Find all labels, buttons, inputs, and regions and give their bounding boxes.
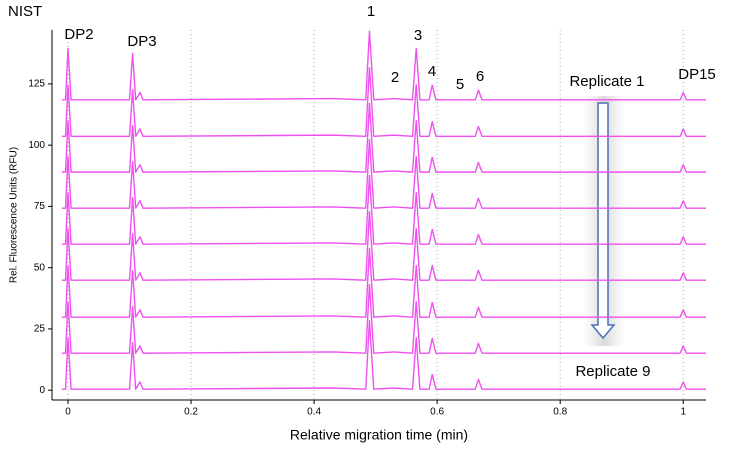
x-axis-label: Relative migration time (min) [290,427,468,443]
trace-line [61,319,706,390]
peak-annotation: 6 [476,68,484,85]
y-tick-label: 0 [39,385,45,396]
y-tick-label: 100 [28,140,45,151]
peak-annotation: 2 [391,69,399,86]
trace-line [61,30,706,101]
peak-annotation: 3 [414,27,422,44]
y-tick-label: 125 [28,79,45,90]
trace-line [61,283,706,354]
trace-line [61,174,706,245]
chart-title: NIST [8,3,42,20]
peak-annotation: DP15 [678,66,716,83]
x-tick-label: 0.8 [553,407,567,418]
peak-annotation: 1 [367,3,375,20]
y-tick-label: 50 [34,262,46,273]
y-axis-label: Rel. Fluorescence Units (RFU) [9,147,20,283]
x-tick-label: 0 [65,407,71,418]
x-tick-label: 0.4 [307,407,321,418]
y-tick-label: 75 [34,201,46,212]
peak-annotation: DP2 [64,26,93,43]
trace-line [61,67,706,138]
trace-line [61,210,706,281]
x-tick-label: 1 [680,407,686,418]
x-tick-label: 0.2 [184,407,198,418]
peak-annotation: Replicate 1 [569,73,644,90]
trace-line [61,102,706,173]
trace-line [61,138,706,209]
replicate-arrow [590,102,616,340]
peak-annotation: DP3 [127,33,156,50]
y-tick-label: 25 [34,324,46,335]
trace-line [61,247,706,318]
peak-annotation: 4 [428,63,436,80]
peak-annotation: Replicate 9 [575,363,650,380]
peak-annotation: 5 [456,76,464,93]
x-tick-label: 0.6 [430,407,444,418]
